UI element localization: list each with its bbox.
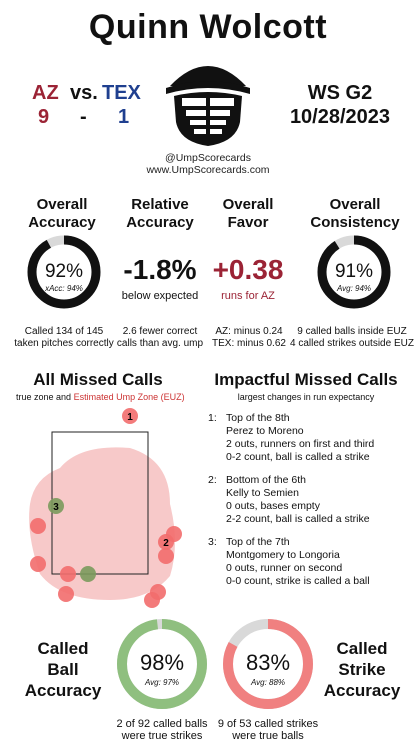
overall-consistency-ring (317, 235, 391, 309)
home-team: TEX (102, 82, 141, 104)
series-game: WS G2 (307, 82, 373, 104)
overall-accuracy-xacc: xAcc: 94% (45, 284, 83, 293)
credits: @UmpScorecards www.UmpScorecards.com (130, 152, 286, 176)
away-team: AZ (32, 82, 59, 104)
overall-favor-desc: AZ: minus 0.24 TEX: minus 0.62 (212, 326, 286, 349)
scoreboard: AZ vs. TEX 9 - 1 (22, 82, 142, 130)
missed-call-dot (30, 556, 46, 572)
missed-call-label-2: 2 (163, 538, 169, 549)
relative-accuracy-title: Relative Accuracy (126, 196, 194, 231)
overall-favor-sub: runs for AZ (221, 290, 275, 302)
overall-consistency-value: 91% (334, 261, 374, 282)
twitter-handle: @UmpScorecards (165, 152, 251, 164)
overall-consistency-avg: Avg: 94% (336, 284, 372, 293)
missed-call-dot (30, 518, 46, 534)
overall-consistency-desc: 9 called balls inside EUZ 4 called strik… (290, 326, 414, 349)
relative-accuracy-desc: 2.6 fewer correct calls than avg. ump (116, 326, 204, 349)
called-strike-accuracy-avg: Avg: 88% (250, 678, 286, 687)
called-ball-accuracy-ring (117, 619, 207, 709)
missed-call-dot (122, 408, 138, 424)
missed-calls-plot: 1 2 3 (29, 408, 182, 608)
called-ball-accuracy-value: 98% (139, 650, 185, 675)
called-ball-accuracy-desc: 2 of 92 called balls were true strikes (116, 718, 208, 742)
called-strike-accuracy-ring (223, 619, 313, 709)
home-score: 1 (118, 106, 130, 128)
called-strike-accuracy-value: 83% (245, 650, 291, 675)
game-date: 10/28/2023 (289, 106, 391, 128)
umpire-name: Quinn Wolcott (88, 8, 328, 46)
overall-accuracy-desc: Called 134 of 145 taken pitches correctl… (14, 326, 114, 349)
overall-accuracy-title: Overall Accuracy (28, 196, 96, 231)
overall-accuracy-ring (27, 235, 101, 309)
vs-label: vs. (70, 82, 98, 104)
missed-call-dot (144, 592, 160, 608)
overall-favor-title: Overall Favor (222, 196, 274, 231)
relative-accuracy-sub: below expected (121, 290, 199, 302)
called-ball-accuracy-avg: Avg: 97% (144, 678, 180, 687)
website: www.UmpScorecards.com (146, 164, 270, 176)
called-strike-accuracy-desc: 9 of 53 called strikes were true balls (217, 718, 319, 742)
missed-call-label-3: 3 (53, 502, 59, 513)
overall-favor-value: +0.38 (212, 254, 284, 285)
missed-call-dot (60, 566, 76, 582)
overall-consistency-title: Overall Consistency (310, 196, 400, 231)
umpire-mask-icon (166, 66, 250, 146)
estimated-ump-zone (29, 447, 175, 600)
missed-call-label-1: 1 (127, 412, 133, 423)
impactful-call-2: 2: Bottom of the 6th Kelly to Semien 0 o… (208, 474, 370, 525)
away-score: 9 (38, 106, 50, 128)
impactful-calls-title: Impactful Missed Calls (214, 370, 398, 389)
missed-call-dot (58, 586, 74, 602)
score-dash: - (80, 106, 87, 128)
impactful-calls-subtitle: largest changes in run expectancy (237, 392, 375, 402)
missed-call-dot (158, 548, 174, 564)
missed-calls-legend: true zone and Estimated Ump Zone (EUZ) (16, 392, 185, 402)
called-strike-accuracy-title: Called Strike Accuracy (323, 639, 401, 700)
relative-accuracy-value: -1.8% (123, 254, 197, 285)
overall-accuracy-value: 92% (44, 261, 84, 282)
game-info: WS G2 10/28/2023 (270, 82, 410, 129)
missed-calls-title: All Missed Calls (33, 370, 163, 389)
called-ball-accuracy-title: Called Ball Accuracy (24, 639, 102, 700)
impactful-call-3: 3: Top of the 7th Montgomery to Longoria… (208, 536, 370, 587)
missed-call-dot (158, 534, 174, 550)
missed-call-dot (80, 566, 96, 582)
missed-call-dot (48, 498, 64, 514)
impactful-call-1: 1: Top of the 8th Perez to Moreno 2 outs… (208, 412, 375, 463)
